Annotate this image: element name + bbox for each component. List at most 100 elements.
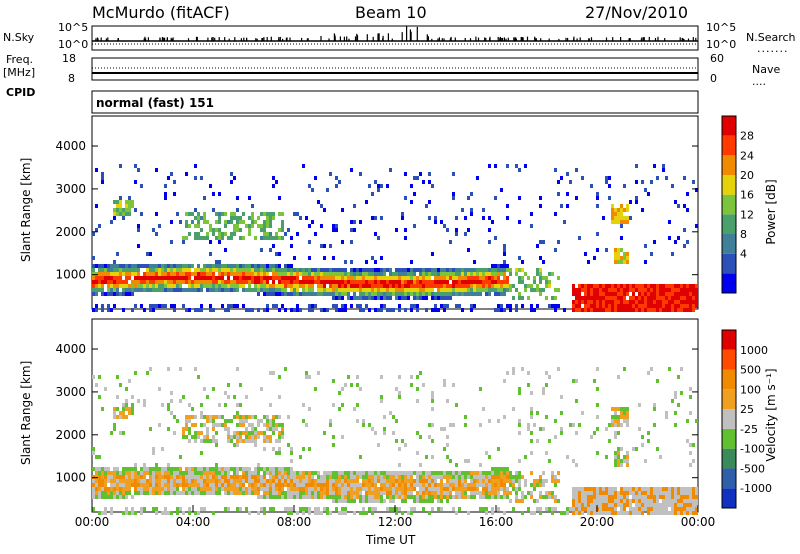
velocity-cell bbox=[383, 491, 386, 495]
velocity-cell bbox=[212, 487, 215, 491]
power-ylabel: Slant Range [km] bbox=[19, 157, 33, 262]
power-cell bbox=[221, 268, 224, 272]
velocity-cell bbox=[503, 483, 506, 487]
velocity-cell bbox=[146, 471, 149, 475]
power-cell bbox=[125, 276, 128, 280]
velocity-cell bbox=[410, 487, 413, 491]
power-cell bbox=[605, 300, 608, 304]
power-cell bbox=[389, 280, 392, 284]
velocity-cell bbox=[611, 495, 614, 499]
power-cell bbox=[158, 224, 161, 228]
velocity-cell bbox=[140, 467, 143, 471]
power-cell bbox=[596, 248, 599, 252]
velocity-cell bbox=[203, 471, 206, 475]
power-cell bbox=[188, 264, 191, 268]
velocity-cell bbox=[599, 495, 602, 499]
velocity-cell bbox=[434, 479, 437, 483]
velocity-cell bbox=[362, 475, 365, 479]
velocity-cell bbox=[512, 487, 515, 491]
power-cell bbox=[239, 216, 242, 220]
velocity-cell bbox=[515, 491, 518, 495]
power-cell bbox=[377, 284, 380, 288]
power-cell bbox=[653, 304, 656, 308]
velocity-cell bbox=[311, 495, 314, 499]
power-cell bbox=[551, 304, 554, 308]
velocity-cell bbox=[341, 471, 344, 475]
y-tick-label: 1000 bbox=[55, 471, 86, 485]
velocity-cell bbox=[431, 391, 434, 395]
velocity-cell bbox=[455, 403, 458, 407]
power-cell bbox=[182, 280, 185, 284]
velocity-cell bbox=[638, 403, 641, 407]
power-cell bbox=[449, 268, 452, 272]
power-cell bbox=[383, 280, 386, 284]
power-cell bbox=[395, 288, 398, 292]
velocity-cell bbox=[617, 503, 620, 507]
velocity-cell bbox=[536, 483, 539, 487]
power-cell bbox=[374, 260, 377, 264]
velocity-cell bbox=[431, 483, 434, 487]
velocity-cell bbox=[422, 471, 425, 475]
power-cell bbox=[176, 288, 179, 292]
power-cell bbox=[539, 268, 542, 272]
velocity-cell bbox=[116, 375, 119, 379]
power-cell bbox=[98, 224, 101, 228]
power-cell bbox=[131, 284, 134, 288]
velocity-cell bbox=[644, 459, 647, 463]
power-cell bbox=[209, 252, 212, 256]
power-cell bbox=[245, 288, 248, 292]
velocity-cell bbox=[305, 471, 308, 475]
power-cell bbox=[209, 284, 212, 288]
power-cell bbox=[167, 264, 170, 268]
power-cell bbox=[221, 236, 224, 240]
power-cell bbox=[497, 288, 500, 292]
velocity-cell bbox=[287, 443, 290, 447]
power-cell bbox=[158, 284, 161, 288]
velocity-cell bbox=[209, 479, 212, 483]
velocity-cell bbox=[533, 499, 536, 503]
power-cell bbox=[419, 268, 422, 272]
power-cell bbox=[173, 264, 176, 268]
power-cell bbox=[176, 276, 179, 280]
velocity-cell bbox=[686, 419, 689, 423]
power-cell bbox=[401, 296, 404, 300]
power-cell bbox=[434, 268, 437, 272]
power-cell bbox=[443, 276, 446, 280]
velocity-cell bbox=[494, 487, 497, 491]
velocity-cell bbox=[167, 471, 170, 475]
velocity-cell bbox=[269, 427, 272, 431]
power-cell bbox=[557, 192, 560, 196]
power-cell bbox=[404, 228, 407, 232]
power-cell bbox=[116, 212, 119, 216]
power-cell bbox=[230, 272, 233, 276]
power-cell bbox=[188, 284, 191, 288]
nsky-spike bbox=[306, 38, 308, 41]
velocity-cell bbox=[254, 443, 257, 447]
power-cell bbox=[695, 304, 698, 308]
velocity-cell bbox=[440, 495, 443, 499]
power-cell bbox=[197, 284, 200, 288]
velocity-cell bbox=[329, 487, 332, 491]
velocity-cell bbox=[482, 475, 485, 479]
velocity-cell bbox=[125, 483, 128, 487]
power-cell bbox=[95, 228, 98, 232]
power-cell bbox=[404, 196, 407, 200]
power-cell bbox=[410, 184, 413, 188]
power-cell bbox=[671, 300, 674, 304]
velocity-cell bbox=[290, 511, 293, 515]
velocity-cell bbox=[131, 411, 134, 415]
power-cell bbox=[416, 308, 419, 312]
velocity-cell bbox=[440, 499, 443, 503]
power-cell bbox=[122, 272, 125, 276]
power-cell bbox=[239, 220, 242, 224]
velocity-cell bbox=[449, 479, 452, 483]
velocity-cell bbox=[173, 431, 176, 435]
velocity-cell bbox=[605, 427, 608, 431]
power-cell bbox=[308, 184, 311, 188]
power-cell bbox=[281, 236, 284, 240]
velocity-cell bbox=[137, 487, 140, 491]
power-cell bbox=[128, 288, 131, 292]
velocity-cell bbox=[407, 475, 410, 479]
velocity-cell bbox=[293, 487, 296, 491]
velocity-cell bbox=[308, 495, 311, 499]
